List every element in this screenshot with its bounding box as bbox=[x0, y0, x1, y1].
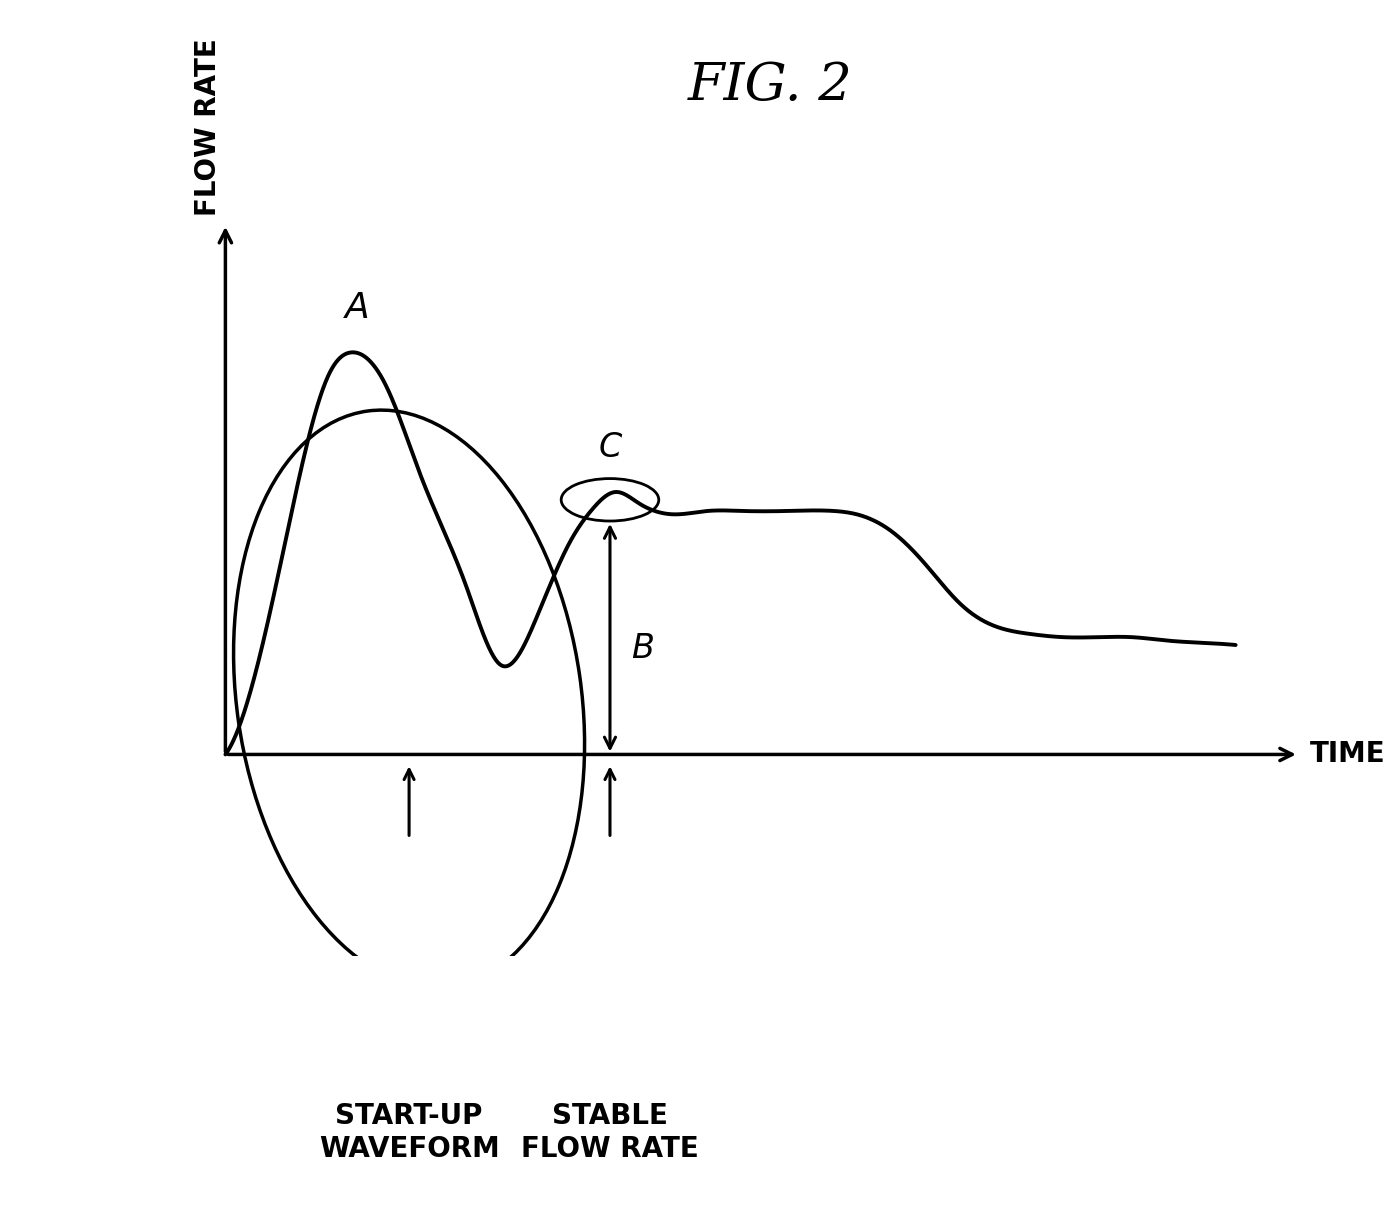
Text: C: C bbox=[598, 431, 622, 464]
Text: TIME: TIME bbox=[1310, 740, 1386, 768]
Text: FLOW RATE: FLOW RATE bbox=[195, 38, 223, 216]
Text: START-UP
WAVEFORM: START-UP WAVEFORM bbox=[319, 1102, 500, 1163]
Text: FIG. 2: FIG. 2 bbox=[687, 60, 853, 111]
Text: STABLE
FLOW RATE: STABLE FLOW RATE bbox=[521, 1102, 699, 1163]
Text: B: B bbox=[630, 632, 654, 665]
Text: A: A bbox=[344, 290, 370, 325]
